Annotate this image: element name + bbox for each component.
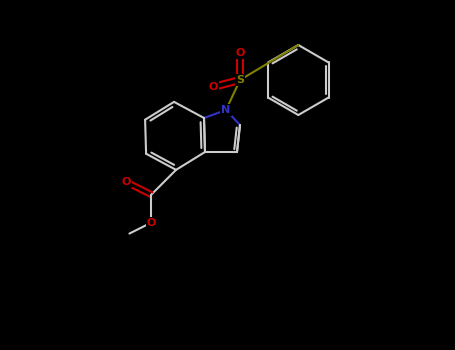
Text: O: O: [147, 218, 156, 228]
Text: O: O: [121, 177, 131, 187]
Text: O: O: [208, 82, 217, 92]
Text: O: O: [235, 48, 245, 58]
Text: N: N: [222, 105, 231, 115]
Text: S: S: [236, 75, 244, 85]
